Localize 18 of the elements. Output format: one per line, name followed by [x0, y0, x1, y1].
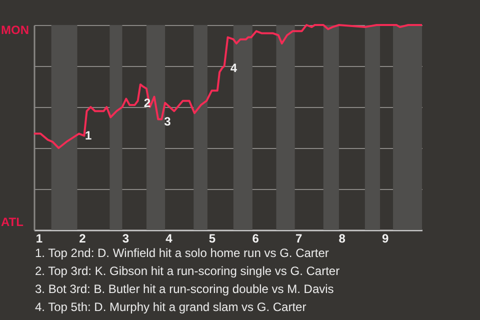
x-tick-label: 6: [252, 232, 260, 246]
x-tick-label: 2: [79, 232, 86, 246]
text: 2. Top 3rd: K. Gibson hit a run-scoring single vs G. Carter: [35, 264, 340, 278]
text: 3. Bot 3rd: B. Butler hit a run-scoring double vs M. Davis: [35, 282, 334, 296]
text: ATL: [1, 215, 24, 229]
x-tick-label: 5: [208, 232, 216, 246]
annotation: 4: [230, 61, 238, 75]
x-tick-label: 8: [338, 232, 346, 246]
annotation: 1: [84, 128, 92, 143]
annotation: 3: [164, 114, 172, 128]
x-tick-label: 1: [36, 232, 43, 246]
x-tick-label: 7: [295, 232, 302, 246]
x-tick-label: 3: [122, 232, 130, 246]
text: 1. Top 2nd: D. Winfield hit a solo home run vs G. Carter: [35, 246, 329, 260]
x-tick-label: 4: [166, 232, 173, 246]
text: 4. Top 5th: D. Murphy hit a grand slam vs G. Carter: [35, 300, 306, 314]
text: MON: [1, 23, 29, 37]
x-tick-label: 9: [382, 232, 389, 246]
